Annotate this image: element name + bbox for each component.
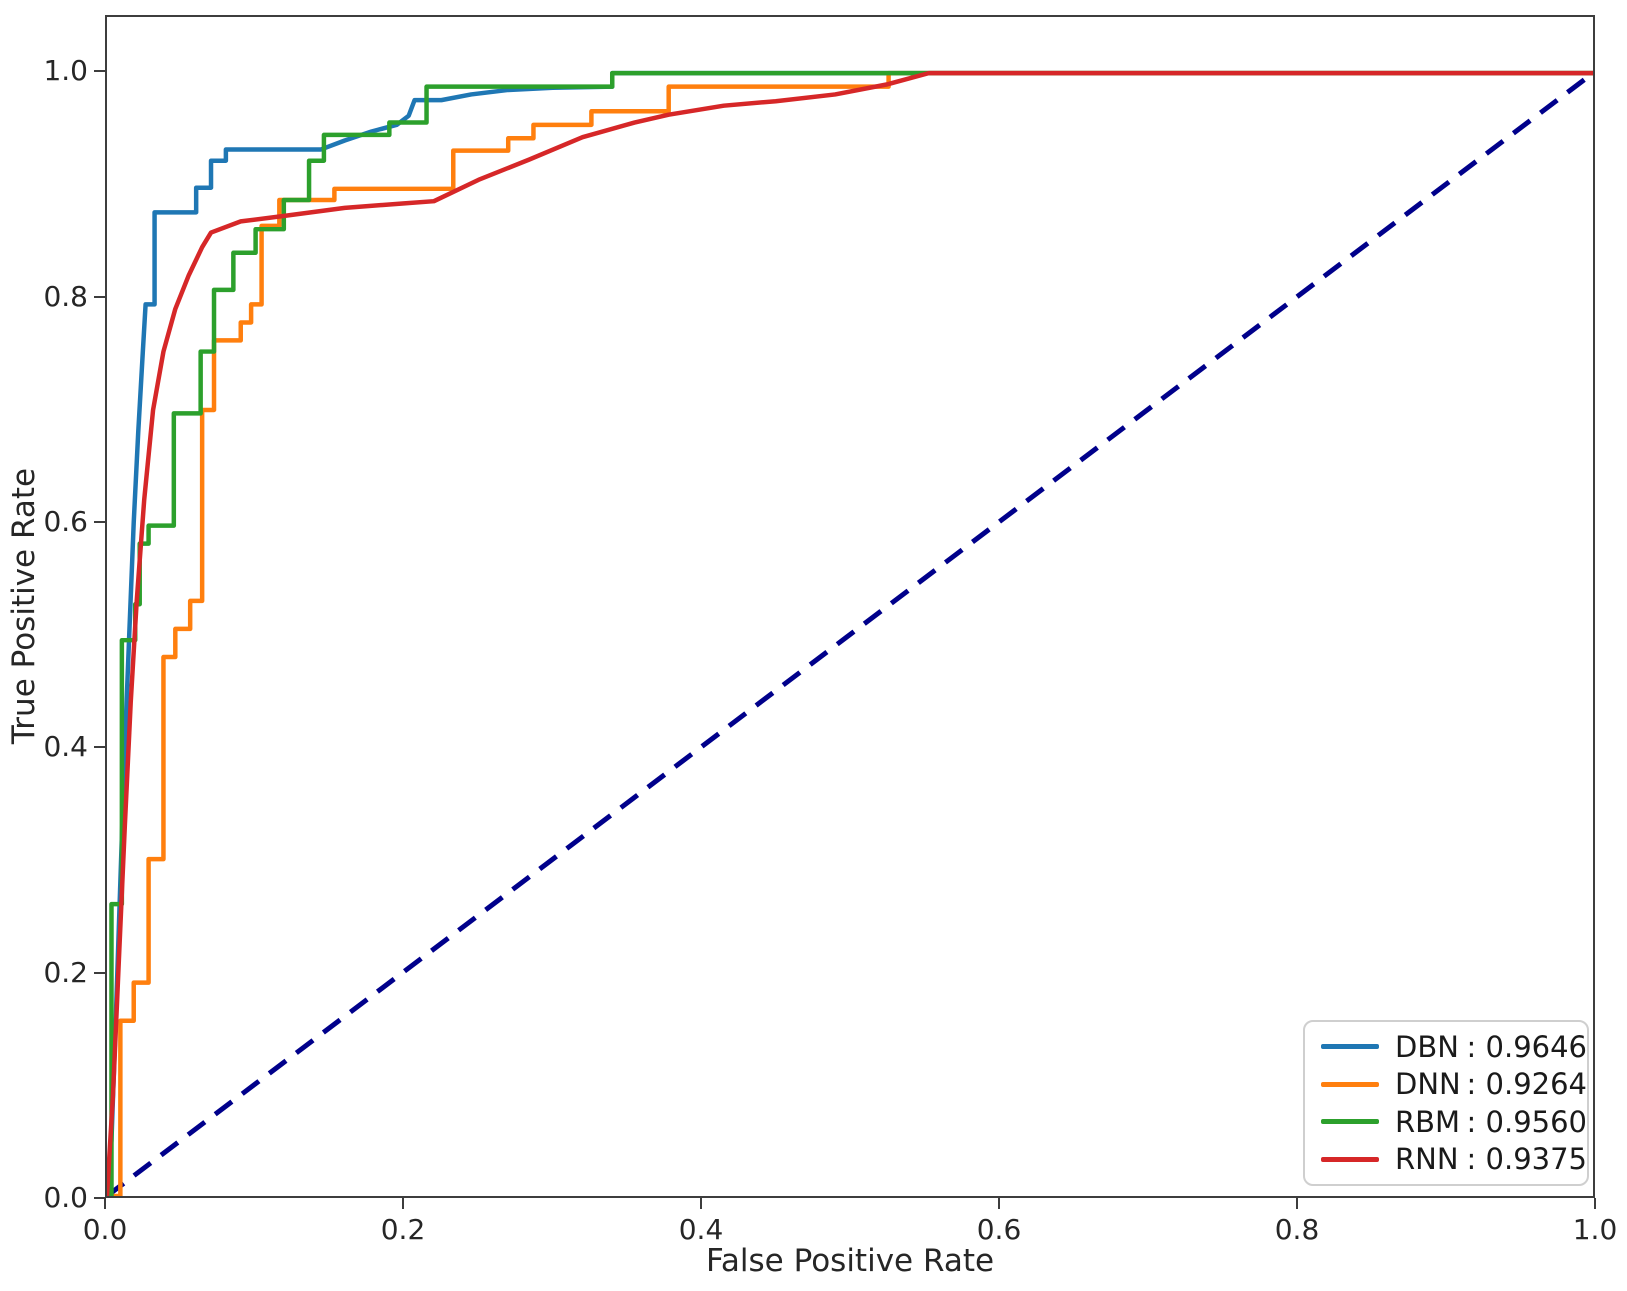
- legend: DBN: 0.9646 DNN: 0.9264 RBM: 0.9560 RNN: 0.…: [1303, 1020, 1589, 1186]
- roc-curve-dbn: [107, 70, 1593, 1196]
- legend-line-swatch-rbm: [1321, 1119, 1379, 1125]
- x-tick-label: 0.2: [380, 1213, 426, 1246]
- y-tick-mark: [94, 971, 105, 974]
- x-tick-label: 0.8: [1274, 1213, 1320, 1246]
- y-tick-label: 0.6: [43, 505, 88, 538]
- legend-line-swatch-dnn: [1321, 1081, 1379, 1087]
- x-tick-mark: [1296, 1198, 1298, 1209]
- legend-auc-value: : 0.9560: [1466, 1104, 1587, 1139]
- legend-line-swatch-dbn: [1321, 1044, 1379, 1050]
- legend-auc-value: : 0.9375: [1466, 1142, 1587, 1177]
- x-tick-mark: [402, 1198, 404, 1209]
- legend-entry-dbn: DBN: 0.9646: [1321, 1030, 1587, 1064]
- x-tick-mark: [104, 1198, 106, 1209]
- x-tick-label: 0.0: [82, 1213, 128, 1246]
- legend-entry-dnn: DNN: 0.9264: [1321, 1067, 1587, 1101]
- legend-entry-rnn: RNN: 0.9375: [1321, 1142, 1587, 1176]
- y-tick-mark: [94, 295, 105, 298]
- y-tick-label: 0.8: [43, 279, 88, 313]
- y-tick-label: 0.4: [43, 730, 88, 764]
- chance-diagonal: [107, 71, 1593, 1196]
- legend-series-name: DBN: [1395, 1029, 1459, 1064]
- x-tick-label: 0.6: [976, 1213, 1022, 1246]
- y-axis-label: True Positive Rate: [6, 467, 42, 745]
- x-tick-mark: [1594, 1198, 1596, 1209]
- y-tick-mark: [94, 746, 105, 749]
- plot-area: DBN: 0.9646 DNN: 0.9264 RBM: 0.9560 RNN: 0.…: [105, 15, 1595, 1198]
- x-tick-mark: [700, 1198, 702, 1209]
- legend-series-name: RBM: [1395, 1104, 1461, 1139]
- x-axis-label: False Positive Rate: [705, 1243, 995, 1279]
- legend-auc-value: : 0.9264: [1466, 1067, 1587, 1102]
- roc-curves-canvas: [107, 70, 1593, 1196]
- x-tick-label: 0.4: [678, 1213, 724, 1246]
- x-tick-mark: [998, 1198, 1000, 1209]
- legend-series-name: RNN: [1395, 1142, 1459, 1177]
- y-tick-label: 1.0: [43, 54, 88, 88]
- y-tick-label: 0.2: [43, 955, 88, 989]
- x-tick-label: 1.0: [1572, 1213, 1618, 1246]
- y-tick-label: 0.0: [43, 1181, 88, 1214]
- roc-curve-dnn: [107, 70, 1593, 1196]
- roc-curve-rnn: [107, 70, 1593, 1196]
- legend-series-name: DNN: [1395, 1067, 1461, 1102]
- legend-entry-rbm: RBM: 0.9560: [1321, 1105, 1587, 1139]
- y-tick-mark: [94, 70, 105, 73]
- y-tick-mark: [94, 521, 105, 523]
- y-tick-mark: [94, 1197, 105, 1199]
- legend-auc-value: : 0.9646: [1466, 1029, 1587, 1064]
- legend-line-swatch-rnn: [1321, 1156, 1379, 1162]
